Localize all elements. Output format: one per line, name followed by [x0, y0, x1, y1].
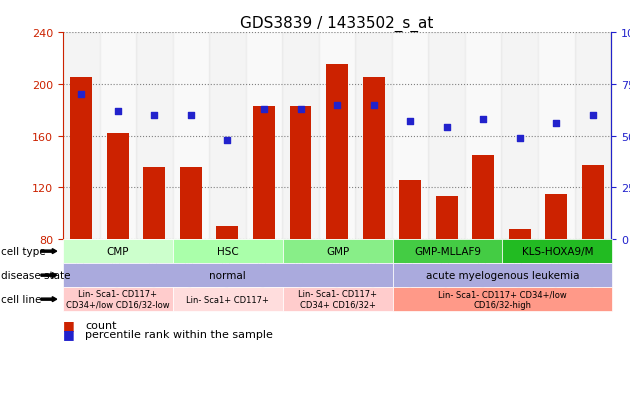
- Text: normal: normal: [209, 271, 246, 280]
- Bar: [180, 167, 202, 240]
- Bar: [436, 197, 457, 240]
- Bar: [71, 78, 92, 240]
- Bar: [253, 107, 275, 240]
- Text: acute myelogenous leukemia: acute myelogenous leukemia: [426, 271, 579, 280]
- Bar: [217, 227, 238, 240]
- Bar: [136, 33, 173, 240]
- Point: [405, 119, 415, 125]
- Point: [478, 116, 488, 123]
- Text: Lin- Sca1+ CD117+: Lin- Sca1+ CD117+: [186, 295, 269, 304]
- Bar: [501, 33, 538, 240]
- Text: Lin- Sca1- CD117+ CD34+/low
CD16/32-high: Lin- Sca1- CD117+ CD34+/low CD16/32-high: [438, 290, 567, 309]
- Bar: [173, 33, 209, 240]
- Text: GMP: GMP: [326, 247, 349, 256]
- Bar: [428, 33, 465, 240]
- Bar: [209, 33, 246, 240]
- Bar: [509, 229, 530, 240]
- Point: [76, 92, 86, 98]
- Text: GMP-MLLAF9: GMP-MLLAF9: [414, 247, 481, 256]
- Bar: [363, 78, 384, 240]
- Bar: [399, 180, 421, 240]
- Bar: [290, 107, 311, 240]
- Bar: [355, 33, 392, 240]
- Point: [332, 102, 342, 109]
- Bar: [326, 65, 348, 240]
- Text: CMP: CMP: [106, 247, 129, 256]
- Bar: [319, 33, 355, 240]
- Bar: [100, 33, 136, 240]
- Bar: [538, 33, 575, 240]
- Text: cell type: cell type: [1, 247, 45, 256]
- Point: [551, 121, 561, 127]
- Text: Lin- Sca1- CD117+
CD34+ CD16/32+: Lin- Sca1- CD117+ CD34+ CD16/32+: [298, 290, 377, 309]
- Bar: [465, 33, 501, 240]
- Bar: [282, 33, 319, 240]
- Text: count: count: [85, 320, 117, 330]
- Bar: [246, 33, 282, 240]
- Text: Lin- Sca1- CD117+
CD34+/low CD16/32-low: Lin- Sca1- CD117+ CD34+/low CD16/32-low: [66, 290, 169, 309]
- Bar: [392, 33, 428, 240]
- Text: HSC: HSC: [217, 247, 239, 256]
- Point: [113, 108, 123, 115]
- Bar: [575, 33, 611, 240]
- Text: cell line: cell line: [1, 294, 41, 304]
- Text: KLS-HOXA9/M: KLS-HOXA9/M: [522, 247, 593, 256]
- Point: [222, 137, 232, 144]
- Bar: [546, 195, 567, 240]
- Text: ■: ■: [63, 318, 75, 332]
- Point: [442, 125, 452, 131]
- Text: percentile rank within the sample: percentile rank within the sample: [85, 329, 273, 339]
- Bar: [107, 134, 129, 240]
- Point: [369, 102, 379, 109]
- Bar: [144, 167, 165, 240]
- Point: [149, 112, 159, 119]
- Text: ■: ■: [63, 328, 75, 341]
- Text: disease state: disease state: [1, 271, 70, 280]
- Point: [186, 112, 196, 119]
- Bar: [472, 156, 494, 240]
- Point: [515, 135, 525, 142]
- Bar: [582, 166, 604, 240]
- Bar: [63, 33, 100, 240]
- Point: [295, 106, 306, 113]
- Point: [588, 112, 598, 119]
- Point: [259, 106, 269, 113]
- Title: GDS3839 / 1433502_s_at: GDS3839 / 1433502_s_at: [241, 16, 433, 32]
